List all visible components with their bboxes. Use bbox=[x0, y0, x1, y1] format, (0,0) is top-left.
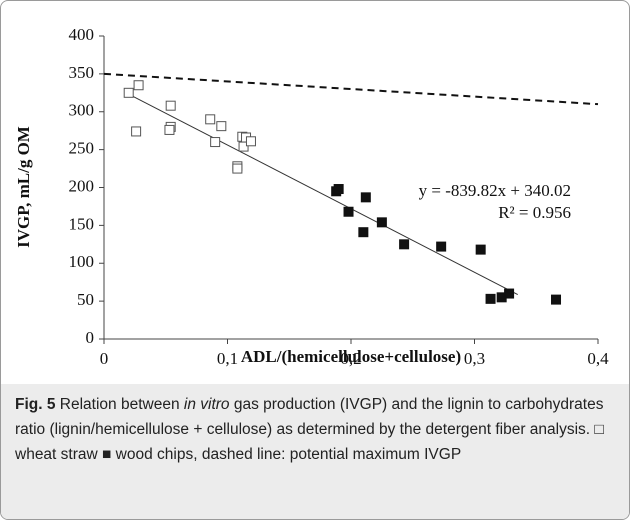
trend-equation: y = -839.82x + 340.02 bbox=[419, 181, 571, 200]
data-point bbox=[333, 184, 344, 195]
data-point bbox=[245, 136, 256, 147]
data-point bbox=[485, 293, 496, 304]
y-tick-label: 150 bbox=[69, 214, 95, 233]
x-axis-label: ADL/(hemicellulose+cellulose) bbox=[241, 347, 461, 366]
r-squared: R² = 0.956 bbox=[498, 203, 571, 222]
y-tick-label: 0 bbox=[86, 328, 95, 347]
data-point bbox=[399, 239, 410, 250]
y-tick-label: 300 bbox=[69, 101, 95, 120]
data-point bbox=[133, 80, 144, 91]
caption-text: Relation between bbox=[59, 396, 184, 413]
data-point bbox=[216, 121, 227, 132]
x-tick-label: 0,3 bbox=[464, 349, 485, 368]
caption-italic: in vitro bbox=[183, 396, 230, 413]
data-point bbox=[343, 206, 354, 217]
data-point bbox=[238, 141, 249, 152]
x-tick-label: 0,2 bbox=[340, 349, 361, 368]
caption-label: Fig. 5 bbox=[15, 396, 56, 413]
data-point bbox=[504, 288, 515, 299]
y-tick-label: 400 bbox=[69, 25, 95, 44]
y-tick-label: 50 bbox=[77, 290, 94, 309]
data-point bbox=[164, 124, 175, 135]
trend-line bbox=[128, 93, 518, 295]
data-point bbox=[436, 241, 447, 252]
data-point bbox=[165, 100, 176, 111]
x-tick-label: 0,4 bbox=[587, 349, 609, 368]
data-point bbox=[131, 126, 142, 137]
data-point bbox=[358, 227, 369, 238]
data-point bbox=[123, 87, 134, 98]
y-tick-label: 350 bbox=[69, 63, 95, 82]
y-tick-label: 250 bbox=[69, 139, 95, 158]
data-point bbox=[205, 114, 216, 125]
data-point bbox=[475, 244, 486, 255]
data-point bbox=[210, 137, 221, 148]
x-tick-label: 0 bbox=[100, 349, 109, 368]
x-tick-label: 0,1 bbox=[217, 349, 238, 368]
y-tick-label: 200 bbox=[69, 176, 95, 195]
data-point bbox=[551, 294, 562, 305]
caption-text: gas production (IVGP) and the lignin to … bbox=[15, 396, 604, 463]
y-tick-label: 100 bbox=[69, 252, 95, 271]
max-line bbox=[103, 72, 599, 106]
data-point bbox=[360, 192, 371, 203]
data-point bbox=[232, 163, 243, 174]
data-point bbox=[376, 217, 387, 228]
y-axis-label: IVGP, mL/g OM bbox=[14, 126, 33, 248]
chart: IVGP, mL/g OM ADL/(hemicellulose+cellulo… bbox=[14, 25, 609, 368]
caption: Fig. 5 Relation between in vitro gas pro… bbox=[1, 384, 629, 519]
